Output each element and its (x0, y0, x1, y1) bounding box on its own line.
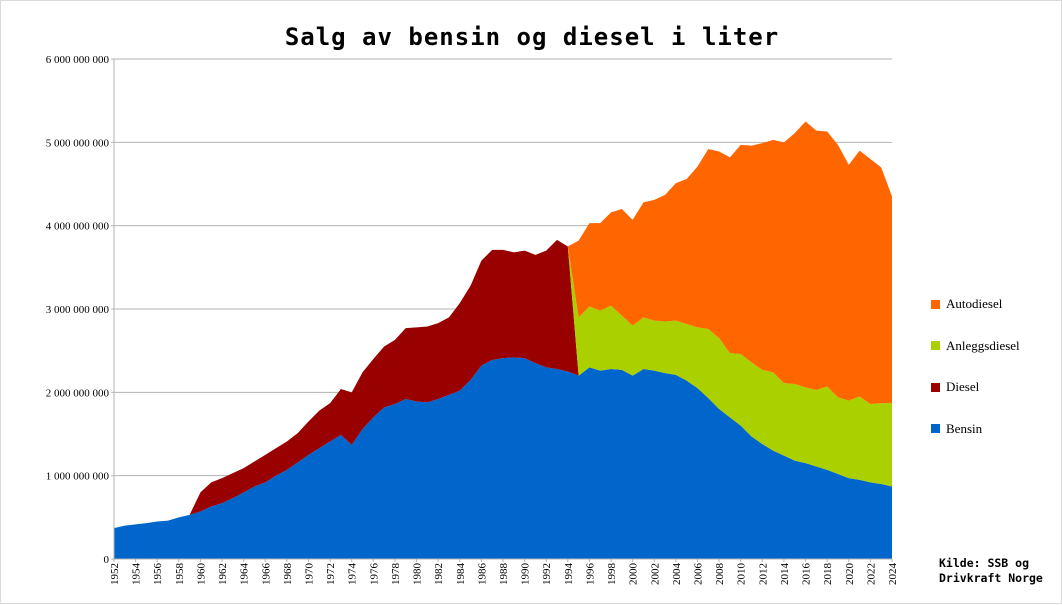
legend-swatch (931, 341, 940, 350)
y-tick-label: 2 000 000 000 (46, 387, 110, 399)
x-tick-label: 2024 (887, 563, 899, 586)
y-tick-label: 0 (104, 554, 110, 566)
legend-swatch (931, 382, 940, 392)
x-tick-label: 1954 (131, 563, 143, 586)
x-tick-label: 1962 (217, 563, 229, 585)
x-tick-label: 1998 (606, 563, 618, 586)
x-tick-label: 2014 (779, 563, 791, 586)
x-tick-label: 1990 (520, 563, 532, 586)
y-tick-label: 6 000 000 000 (46, 54, 110, 66)
x-tick-label: 2018 (822, 563, 834, 586)
y-tick-label: 3 000 000 000 (46, 304, 110, 316)
x-tick-label: 1970 (304, 563, 316, 586)
area-diesel (114, 239, 892, 529)
x-tick-label: 2012 (757, 563, 769, 585)
x-tick-label: 1964 (239, 563, 251, 586)
y-tick-label: 5 000 000 000 (46, 137, 110, 149)
legend-label: Anleggsdiesel (946, 337, 1020, 353)
legend-item-diesel: Diesel (931, 377, 1059, 397)
x-tick-label: 2004 (671, 563, 683, 586)
legend-label: Diesel (946, 379, 980, 394)
legend-label: Bensin (946, 420, 983, 436)
legend-label: Autodiesel (946, 296, 1003, 311)
x-tick-label: 1992 (541, 563, 553, 585)
chart-legend: Autodiesel Anleggsdiesel Diesel Bensin (931, 294, 1059, 460)
legend-swatch (931, 424, 940, 433)
x-tick-label: 2022 (865, 563, 877, 585)
x-tick-label: 1984 (455, 563, 467, 586)
x-tick-label: 1958 (174, 563, 186, 586)
x-tick-label: 1994 (563, 563, 575, 586)
x-tick-label: 1956 (152, 563, 164, 586)
x-tick-label: 1988 (498, 563, 510, 586)
y-tick-label: 1 000 000 000 (46, 471, 110, 483)
chart-title: Salg av bensin og diesel i liter (284, 23, 780, 51)
x-tick-label: 2006 (693, 563, 705, 586)
area-anleggsdiesel (114, 239, 892, 529)
area-bensin (114, 357, 892, 559)
x-tick-label: 2008 (714, 563, 726, 586)
x-tick-label: 1972 (325, 563, 337, 585)
x-tick-label: 1980 (412, 563, 424, 586)
x-tick-label: 2002 (649, 563, 661, 585)
x-tick-label: 1996 (584, 563, 596, 586)
x-tick-label: 1978 (390, 563, 402, 586)
x-tick-label: 1968 (282, 563, 294, 586)
x-tick-label: 1982 (433, 563, 445, 585)
x-tick-label: 1966 (260, 563, 272, 586)
x-tick-label: 2010 (736, 563, 748, 586)
x-tick-label: 1952 (109, 563, 121, 585)
x-tick-label: 2000 (628, 563, 640, 586)
area-autodiesel (114, 121, 892, 529)
x-tick-label: 1986 (476, 563, 488, 586)
x-tick-label: 1960 (195, 563, 207, 586)
x-tick-label: 1974 (347, 563, 359, 586)
x-tick-label: 1976 (368, 563, 380, 586)
legend-swatch (931, 299, 940, 309)
legend-item-bensin: Bensin (931, 419, 1059, 439)
source-note: Kilde: SSB og Drivkraft Norge (939, 556, 1043, 585)
y-tick-label: 4 000 000 000 (46, 221, 110, 233)
x-tick-label: 2016 (801, 563, 813, 586)
legend-item-anleggsdiesel: Anleggsdiesel (931, 336, 1059, 356)
x-tick-label: 2020 (844, 563, 856, 586)
legend-item-autodiesel: Autodiesel (931, 294, 1059, 314)
